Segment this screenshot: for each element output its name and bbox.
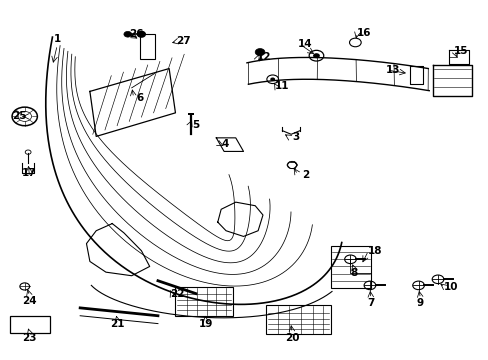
- Circle shape: [312, 53, 319, 58]
- Text: 15: 15: [453, 46, 467, 56]
- Bar: [175, 287, 232, 316]
- Text: 8: 8: [349, 268, 357, 278]
- Circle shape: [137, 31, 145, 37]
- Circle shape: [270, 77, 275, 81]
- Text: 25: 25: [13, 111, 27, 121]
- Bar: [188, 113, 194, 115]
- Text: 9: 9: [416, 298, 423, 308]
- Text: 10: 10: [443, 282, 457, 292]
- Text: 20: 20: [285, 333, 299, 343]
- Text: 11: 11: [275, 81, 289, 91]
- Text: 13: 13: [385, 65, 399, 75]
- Text: 12: 12: [256, 52, 271, 62]
- Bar: [10, 316, 50, 333]
- Text: 26: 26: [129, 29, 143, 39]
- Text: 1: 1: [54, 34, 61, 44]
- Text: 6: 6: [136, 93, 143, 103]
- Text: 2: 2: [301, 170, 308, 180]
- Text: 23: 23: [22, 333, 37, 343]
- Text: 4: 4: [221, 139, 228, 149]
- Circle shape: [123, 31, 131, 37]
- Text: 21: 21: [110, 319, 124, 329]
- Bar: [140, 34, 154, 59]
- Text: 16: 16: [356, 28, 370, 38]
- Text: 5: 5: [192, 120, 199, 130]
- Text: 14: 14: [297, 39, 312, 49]
- Bar: [266, 305, 330, 334]
- Text: 3: 3: [291, 132, 299, 142]
- Text: 7: 7: [366, 298, 374, 308]
- Circle shape: [255, 49, 264, 56]
- Text: 18: 18: [367, 246, 381, 256]
- Text: 22: 22: [170, 289, 184, 298]
- Bar: [330, 246, 370, 288]
- Text: 24: 24: [22, 296, 37, 306]
- Text: 27: 27: [176, 36, 191, 46]
- Text: 19: 19: [198, 319, 212, 329]
- Text: 17: 17: [22, 168, 37, 178]
